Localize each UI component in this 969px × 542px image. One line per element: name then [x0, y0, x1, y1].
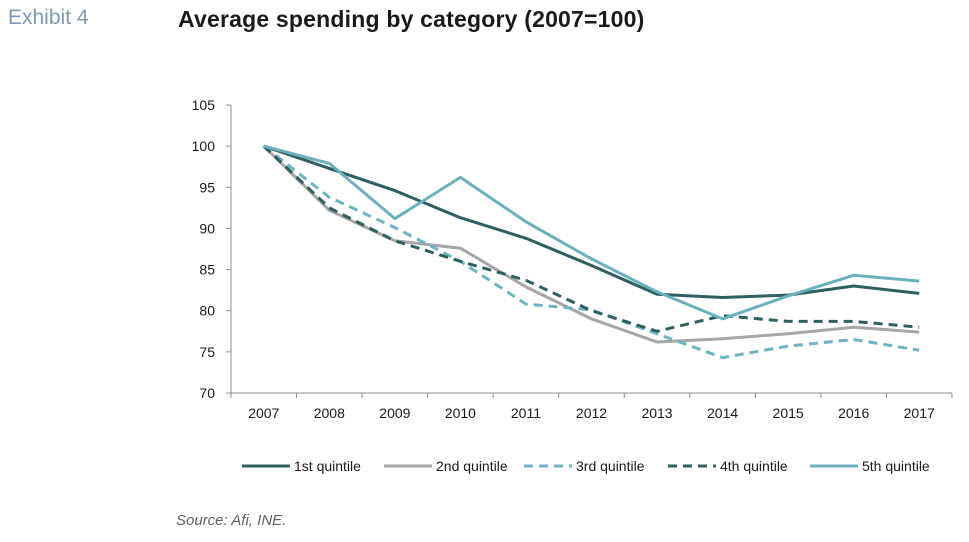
x-tick-label: 2014	[707, 405, 738, 421]
y-tick-label: 95	[199, 179, 215, 195]
chart-title: Average spending by category (2007=100)	[178, 6, 645, 32]
legend-label-3: 3rd quintile	[576, 458, 645, 474]
chart-legend: 1st quintile 2nd quintile 3rd quintile 4th …	[242, 458, 930, 474]
y-tick-label: 90	[199, 220, 215, 236]
x-tick-label: 2008	[314, 405, 345, 421]
legend-label-4: 4th quintile	[720, 458, 788, 474]
series-line-3	[262, 144, 920, 360]
y-tick-label: 100	[192, 138, 216, 154]
exhibit-label: Exhibit 4	[8, 6, 89, 29]
source-note: Source: Afi, INE.	[176, 512, 287, 529]
series-line-4	[262, 145, 920, 333]
y-tick-label: 80	[199, 303, 215, 319]
y-tick-label: 75	[199, 344, 215, 360]
legend-label-2: 2nd quintile	[436, 458, 508, 474]
x-tick-label: 2007	[248, 405, 279, 421]
x-tick-label: 2013	[641, 405, 672, 421]
series-line-5	[263, 144, 920, 321]
x-tick-label: 2012	[576, 405, 607, 421]
x-tick-label: 2017	[904, 405, 935, 421]
y-tick-label: 85	[199, 262, 215, 278]
x-tick-label: 2016	[838, 405, 869, 421]
x-tick-label: 2010	[445, 405, 476, 421]
legend-label-1: 1st quintile	[294, 458, 361, 474]
x-tick-label: 2015	[773, 405, 804, 421]
series-line-2	[262, 145, 920, 344]
y-tick-label: 105	[192, 97, 216, 113]
legend-label-5: 5th quintile	[862, 458, 930, 474]
y-tick-label: 70	[199, 385, 215, 401]
x-tick-label: 2009	[379, 405, 410, 421]
chart-axes: 70 75 80 85 90 95 100 105 2007 2008 2009 2010 2011 20…	[192, 97, 953, 421]
x-tick-label: 2011	[511, 405, 541, 421]
series-line-1	[263, 144, 920, 299]
chart-series	[262, 144, 920, 360]
